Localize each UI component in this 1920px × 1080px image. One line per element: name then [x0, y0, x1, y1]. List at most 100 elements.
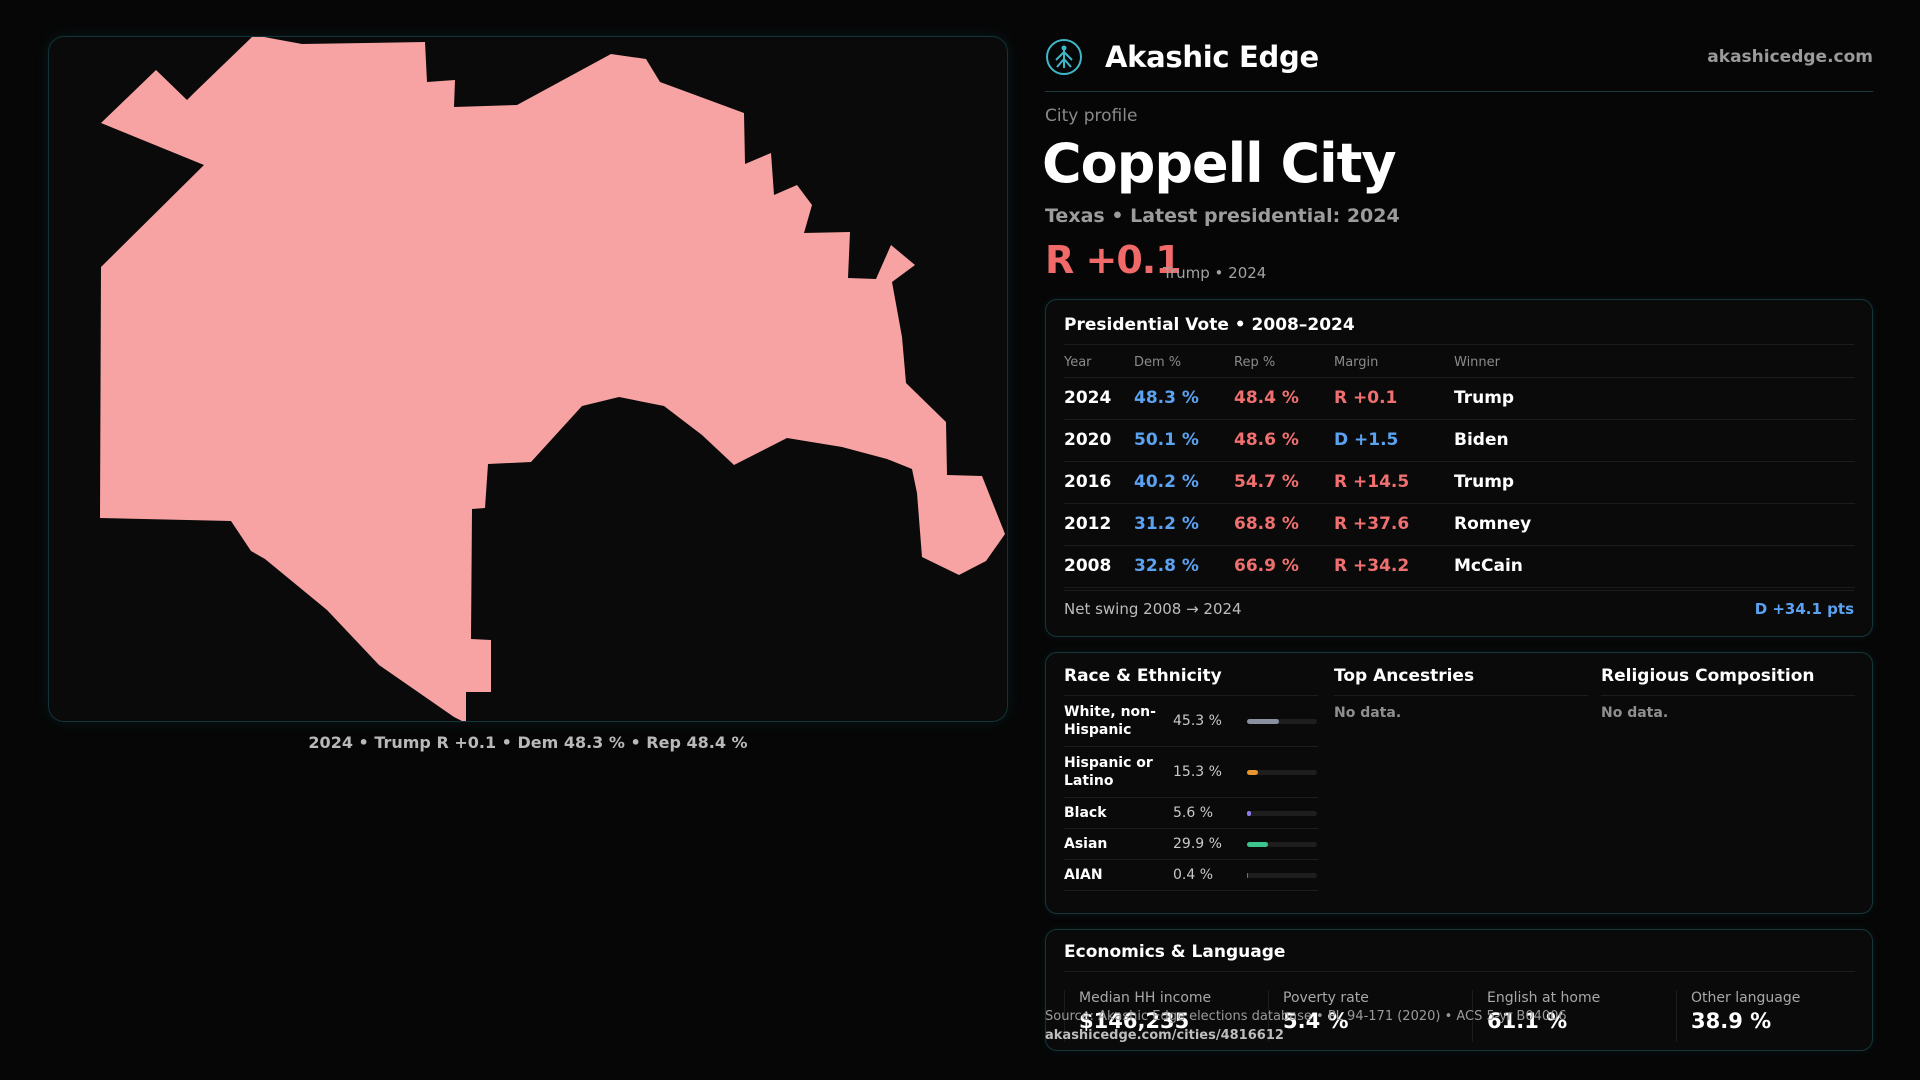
table-row: 2024 48.3 % 48.4 % R +0.1 Trump [1064, 377, 1855, 420]
race-row: AIAN 0.4 % [1064, 860, 1318, 891]
divider [1064, 344, 1854, 345]
dem-cell: 31.2 % [1134, 503, 1234, 546]
year-cell: 2012 [1064, 503, 1134, 546]
stat-cell: English at home 61.1 % [1472, 990, 1676, 1042]
margin-cell: R +14.5 [1334, 461, 1454, 504]
net-swing-label: Net swing 2008 → 2024 [1064, 600, 1242, 618]
dem-cell: 40.2 % [1134, 461, 1234, 504]
source-note: Source: Akashic Edge elections database … [1045, 1009, 1567, 1024]
race-row: White, non-Hispanic 45.3 % [1064, 696, 1318, 747]
stat-value: 38.9 % [1691, 1009, 1772, 1033]
race-bar [1247, 811, 1317, 816]
latest-margin: R +0.1 [1045, 238, 1182, 282]
profile-eyebrow: City profile [1045, 106, 1138, 126]
rep-cell: 48.6 % [1234, 419, 1334, 462]
religion-section: Religious Composition No data. [1601, 666, 1855, 721]
stat-cell: Median HH income $146,235 [1064, 990, 1268, 1042]
economics-panel: Economics & Language Median HH income $1… [1045, 929, 1873, 1051]
race-bar [1247, 770, 1317, 775]
footer: Source: Akashic Edge elections database … [1045, 1007, 1567, 1045]
empty-state: No data. [1601, 705, 1669, 721]
race-bar-fill [1247, 719, 1279, 724]
race-bar-fill [1247, 770, 1258, 775]
col-header-margin: Margin [1334, 348, 1454, 378]
year-cell: 2016 [1064, 461, 1134, 504]
stat-label: Poverty rate [1283, 990, 1369, 1006]
margin-cell: R +37.6 [1334, 503, 1454, 546]
brand-name: Akashic Edge [1105, 40, 1319, 74]
table-row: 2016 40.2 % 54.7 % R +14.5 Trump [1064, 461, 1855, 504]
dem-cell: 50.1 % [1134, 419, 1234, 462]
vote-table: Year Dem % Rep % Margin Winner 2024 48.3… [1064, 348, 1855, 588]
race-label: AIAN [1064, 867, 1103, 883]
col-header-winner: Winner [1454, 348, 1855, 378]
winner-cell: Romney [1454, 503, 1855, 546]
col-header-dem: Dem % [1134, 348, 1234, 378]
race-bar [1247, 873, 1317, 878]
race-bar-fill [1247, 811, 1251, 816]
city-boundary-shape [100, 37, 1005, 721]
race-percent: 15.3 % [1173, 764, 1222, 780]
winner-cell: Trump [1454, 461, 1855, 504]
table-row: 2020 50.1 % 48.6 % D +1.5 Biden [1064, 419, 1855, 462]
rep-cell: 66.9 % [1234, 545, 1334, 588]
race-row: Hispanic or Latino 15.3 % [1064, 747, 1318, 798]
winner-cell: Biden [1454, 419, 1855, 462]
permalink[interactable]: akashicedge.com/cities/4816612 [1045, 1028, 1284, 1043]
brand-header: Akashic Edge akashicedge.com [1045, 36, 1873, 92]
margin-cell: R +34.2 [1334, 545, 1454, 588]
net-swing-row: Net swing 2008 → 2024 D +34.1 pts [1064, 590, 1854, 626]
brand-url[interactable]: akashicedge.com [1707, 47, 1873, 67]
winner-cell: McCain [1454, 545, 1855, 588]
race-row: Asian 29.9 % [1064, 829, 1318, 860]
col-header-rep: Rep % [1234, 348, 1334, 378]
section-title: Race & Ethnicity [1064, 666, 1318, 696]
map-caption: 2024 • Trump R +0.1 • Dem 48.3 % • Rep 4… [308, 733, 748, 752]
panel-title: Presidential Vote • 2008–2024 [1064, 315, 1355, 335]
city-boundary-map [48, 36, 1008, 722]
empty-state: No data. [1334, 705, 1402, 721]
col-header-year: Year [1064, 348, 1134, 378]
table-row: 2008 32.8 % 66.9 % R +34.2 McCain [1064, 545, 1855, 588]
tree-emblem-icon [1045, 38, 1085, 78]
ancestries-section: Top Ancestries No data. [1334, 666, 1588, 721]
rep-cell: 54.7 % [1234, 461, 1334, 504]
race-percent: 0.4 % [1173, 867, 1214, 883]
stat-label: English at home [1487, 990, 1601, 1006]
race-label: Hispanic or Latino [1064, 755, 1153, 789]
race-label: White, non-Hispanic [1064, 704, 1156, 738]
year-cell: 2024 [1064, 377, 1134, 420]
race-label: Asian [1064, 836, 1108, 852]
race-percent: 29.9 % [1173, 836, 1222, 852]
race-bar [1247, 719, 1317, 724]
race-percent: 5.6 % [1173, 805, 1214, 821]
margin-cell: D +1.5 [1334, 419, 1454, 462]
race-ethnicity-section: Race & Ethnicity White, non-Hispanic 45.… [1064, 666, 1318, 891]
year-cell: 2020 [1064, 419, 1134, 462]
net-swing-value: D +34.1 pts [1754, 600, 1854, 618]
stat-label: Median HH income [1079, 990, 1212, 1006]
rep-cell: 68.8 % [1234, 503, 1334, 546]
stat-cell: Other language 38.9 % [1676, 990, 1880, 1042]
rep-cell: 48.4 % [1234, 377, 1334, 420]
section-title: Top Ancestries [1334, 666, 1588, 696]
race-bar-fill [1247, 873, 1248, 878]
page-title: Coppell City [1042, 132, 1397, 195]
table-row: 2012 31.2 % 68.8 % R +37.6 Romney [1064, 503, 1855, 546]
section-title: Religious Composition [1601, 666, 1855, 696]
stat-value: 5.4 % [1283, 1009, 1349, 1033]
presidential-vote-panel: Presidential Vote • 2008–2024 Year Dem %… [1045, 299, 1873, 637]
latest-margin-note: Trump • 2024 [1163, 264, 1267, 282]
race-bar-fill [1247, 842, 1268, 847]
stat-value: 61.1 % [1487, 1009, 1568, 1033]
margin-cell: R +0.1 [1334, 377, 1454, 420]
dem-cell: 48.3 % [1134, 377, 1234, 420]
table-header-row: Year Dem % Rep % Margin Winner [1064, 348, 1855, 378]
race-row: Black 5.6 % [1064, 798, 1318, 829]
demographics-panel: Race & Ethnicity White, non-Hispanic 45.… [1045, 652, 1873, 914]
race-bar [1247, 842, 1317, 847]
stat-label: Other language [1691, 990, 1801, 1006]
race-percent: 45.3 % [1173, 713, 1222, 729]
stat-value: $146,235 [1079, 1009, 1190, 1033]
section-title: Economics & Language [1064, 942, 1855, 972]
